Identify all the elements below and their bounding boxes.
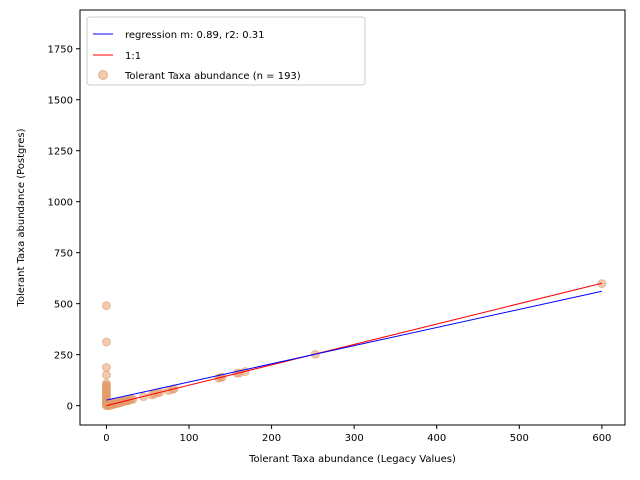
identity-line (106, 282, 602, 407)
regression-line (106, 290, 602, 401)
y-tick-label: 1500 (48, 96, 73, 107)
legend-swatch-scatter (98, 70, 108, 80)
legend-label-regression: regression m: 0.89, r2: 0.31 (125, 30, 264, 41)
y-axis-label: Tolerant Taxa abundance (Postgres) (16, 128, 27, 307)
x-tick-label: 400 (427, 433, 446, 444)
x-axis-label: Tolerant Taxa abundance (Legacy Values) (248, 454, 456, 465)
legend: regression m: 0.89, r2: 0.31 1:1 Toleran… (86, 16, 366, 86)
x-tick-label: 500 (510, 433, 529, 444)
x-tick-label: 0 (103, 433, 109, 444)
x-tick-label: 300 (345, 433, 364, 444)
legend-label-scatter: Tolerant Taxa abundance (n = 193) (124, 71, 301, 82)
scatter-point (102, 337, 111, 347)
y-tick-label: 1750 (48, 45, 73, 56)
y-tick-label: 500 (54, 300, 73, 311)
x-axis-ticks: 0 100 200 300 400 500 600 (103, 425, 611, 444)
legend-box (86, 16, 366, 86)
scatter-point (102, 370, 111, 380)
x-tick-label: 600 (592, 433, 611, 444)
legend-label-identity: 1:1 (125, 51, 141, 62)
y-tick-label: 1250 (48, 147, 73, 158)
line-layer (106, 282, 602, 407)
scatter-point (102, 301, 111, 311)
y-axis-ticks: 0 250 500 750 1000 1250 1500 1750 (48, 45, 80, 413)
y-tick-label: 1000 (48, 198, 73, 209)
x-tick-label: 100 (179, 433, 198, 444)
y-tick-label: 0 (67, 402, 73, 413)
x-tick-label: 200 (262, 433, 281, 444)
plot-area (102, 279, 607, 411)
scatter-point (102, 363, 111, 372)
plot-frame (79, 9, 626, 426)
y-tick-label: 250 (54, 351, 73, 362)
y-tick-label: 750 (54, 249, 73, 260)
